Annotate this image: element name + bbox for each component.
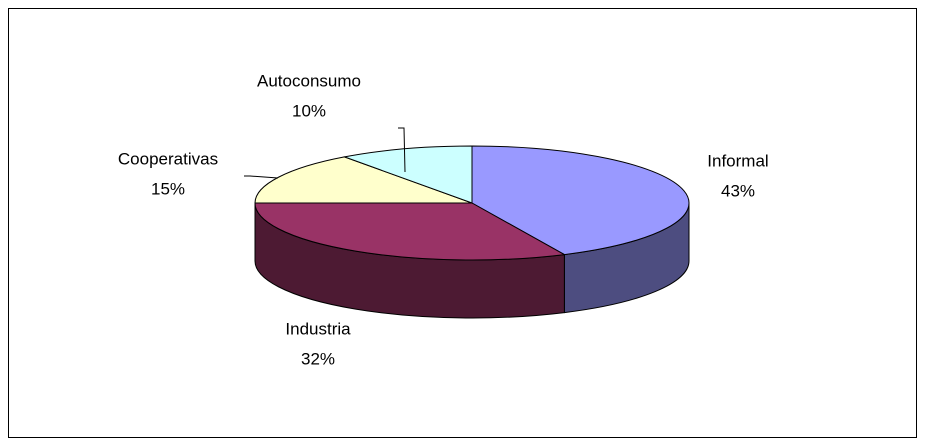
slice-label: Cooperativas — [118, 149, 218, 168]
slice-label: Informal — [707, 151, 768, 170]
slice — [471, 145, 690, 256]
slice — [254, 156, 473, 204]
slice-label: Industria — [285, 319, 351, 338]
slice-value-label: 15% — [151, 179, 185, 198]
leader-line — [398, 127, 406, 173]
slice-value-label: 32% — [301, 349, 335, 368]
slice — [254, 202, 566, 261]
slice-value-label: 43% — [721, 181, 755, 200]
slice-label: Autoconsumo — [257, 71, 361, 90]
leader-line — [244, 175, 279, 179]
slice-value-label: 10% — [292, 101, 326, 120]
